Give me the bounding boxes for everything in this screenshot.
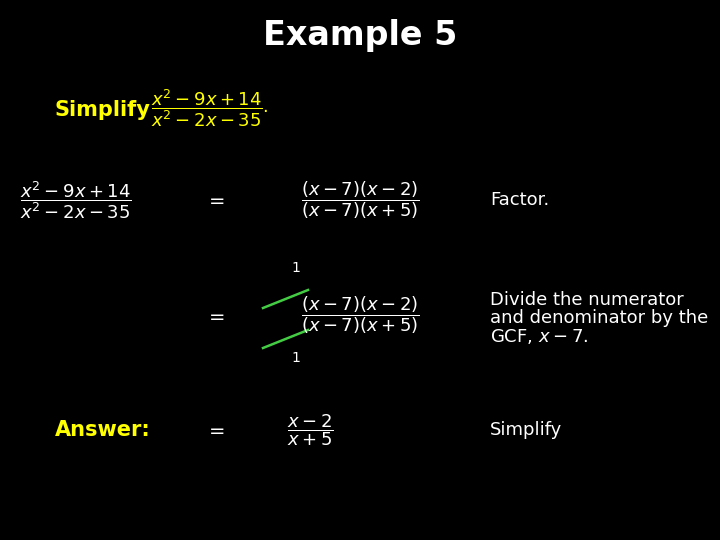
- Text: and denominator by the: and denominator by the: [490, 309, 708, 327]
- Text: $\dfrac{(x-7)(x-2)}{(x-7)(x+5)}$: $\dfrac{(x-7)(x-2)}{(x-7)(x+5)}$: [301, 179, 419, 221]
- Text: Example 5: Example 5: [263, 18, 457, 51]
- Text: $1$: $1$: [291, 261, 301, 275]
- Text: Factor.: Factor.: [490, 191, 549, 209]
- Text: Divide the numerator: Divide the numerator: [490, 291, 684, 309]
- Text: $=$: $=$: [205, 191, 225, 210]
- Text: $\dfrac{x^2-9x+14}{x^2-2x-35}$: $\dfrac{x^2-9x+14}{x^2-2x-35}$: [20, 179, 132, 221]
- Text: $1$: $1$: [291, 351, 301, 365]
- Text: Simplify: Simplify: [490, 421, 562, 439]
- Text: $\dfrac{x^2-9x+14}{x^2-2x-35}.$: $\dfrac{x^2-9x+14}{x^2-2x-35}.$: [151, 87, 269, 129]
- Text: GCF, $x-7$.: GCF, $x-7$.: [490, 327, 588, 346]
- Text: $=$: $=$: [205, 421, 225, 440]
- Text: $\dfrac{x-2}{x+5}$: $\dfrac{x-2}{x+5}$: [287, 412, 333, 448]
- Text: $\dfrac{(x-7)(x-2)}{(x-7)(x+5)}$: $\dfrac{(x-7)(x-2)}{(x-7)(x+5)}$: [301, 294, 419, 336]
- Text: $=$: $=$: [205, 306, 225, 325]
- Text: Answer:: Answer:: [55, 420, 150, 440]
- Text: Simplify: Simplify: [55, 100, 151, 120]
